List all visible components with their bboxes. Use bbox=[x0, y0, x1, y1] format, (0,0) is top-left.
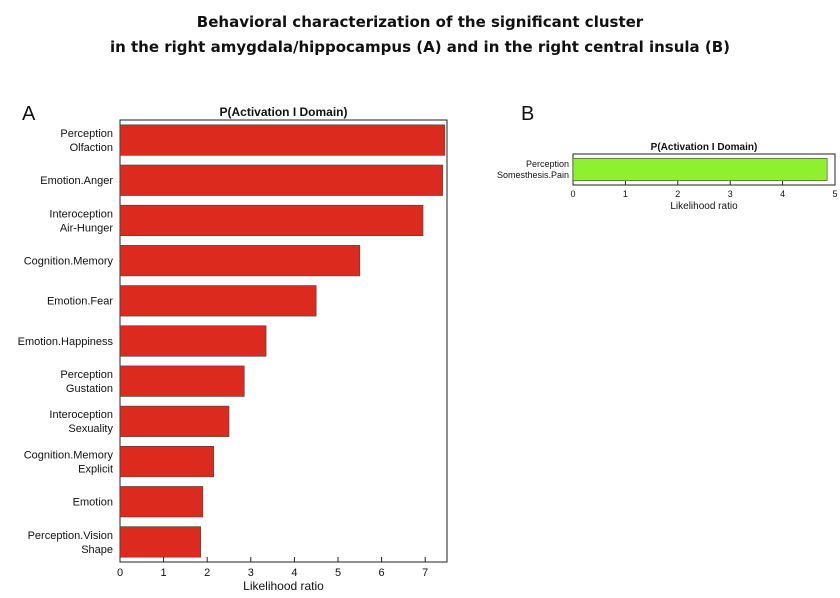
chart-b-xtick-label-5: 5 bbox=[832, 189, 837, 199]
chart-b-xlabel: Likelihood ratio bbox=[670, 201, 738, 212]
chart-b-bar-1 bbox=[572, 158, 828, 181]
figure-title: Behavioral characterization of the signi… bbox=[0, 10, 840, 60]
chart-a-category-label-4: Cognition.Memory bbox=[24, 255, 114, 267]
chart-a-xtick-label-0: 0 bbox=[117, 567, 123, 579]
chart-a-category-label-5: Emotion.Fear bbox=[47, 296, 113, 308]
panel-label-b: B bbox=[521, 103, 535, 125]
chart-b-category-label-1: Perception Somesthesis.Pain bbox=[497, 159, 569, 180]
chart-a-xtick-label-6: 6 bbox=[379, 567, 385, 579]
panel-label-a: A bbox=[22, 103, 36, 125]
chart-a-category-label-3: Interoception Air-Hunger bbox=[49, 208, 113, 234]
chart-a-category-label-1: Perception Olfaction bbox=[60, 128, 113, 154]
chart-a-bar-8 bbox=[119, 405, 230, 437]
chart-a-xtick-label-2: 2 bbox=[204, 567, 210, 579]
chart-a-bar-6 bbox=[119, 325, 267, 357]
chart-a-bar-5 bbox=[119, 285, 317, 317]
chart-a-xtick-label-5: 5 bbox=[335, 567, 341, 579]
figure-title-line-2: in the right amygdala/hippocampus (A) an… bbox=[109, 38, 731, 56]
chart-b-xtick-label-0: 0 bbox=[570, 189, 575, 199]
chart-a-bar-2 bbox=[119, 164, 443, 196]
chart-a-bar-9 bbox=[119, 445, 215, 478]
figure-title-line-1: Behavioral characterization of the signi… bbox=[196, 13, 644, 31]
chart-a-category-label-11: Perception.Vision Shape bbox=[28, 530, 113, 556]
chart-a-category-label-10: Emotion bbox=[73, 497, 113, 509]
chart-a-xtick-label-4: 4 bbox=[291, 567, 297, 579]
chart-a-bar-1 bbox=[119, 124, 446, 156]
chart-a-category-label-2: Emotion.Anger bbox=[40, 175, 113, 187]
chart-b-chart-title: P(Activation I Domain) bbox=[651, 142, 758, 153]
chart-b-xtick-label-3: 3 bbox=[728, 189, 733, 199]
chart-b-xtick-label-1: 1 bbox=[623, 189, 628, 199]
chart-a-category-label-6: Emotion.Happiness bbox=[18, 336, 114, 348]
chart-a-bar-7 bbox=[119, 365, 245, 397]
chart-a-xlabel: Likelihood ratio bbox=[243, 579, 324, 593]
chart-a-bar-3 bbox=[119, 204, 424, 237]
chart-a-category-label-7: Perception Gustation bbox=[60, 369, 113, 395]
chart-a-xtick-label-1: 1 bbox=[161, 567, 167, 579]
chart-a-category-label-8: Interoception Sexuality bbox=[49, 409, 113, 435]
chart-a-chart-title: P(Activation I Domain) bbox=[219, 105, 347, 119]
chart-b-xtick-label-2: 2 bbox=[675, 189, 680, 199]
chart-a-category-label-9: Cognition.Memory Explicit bbox=[24, 449, 114, 475]
chart-a-bar-11 bbox=[119, 526, 201, 558]
chart-a-xtick-label-7: 7 bbox=[422, 567, 428, 579]
chart-b-xtick-label-4: 4 bbox=[780, 189, 785, 199]
chart-a-bar-10 bbox=[119, 486, 204, 518]
chart-a-xtick-label-3: 3 bbox=[248, 567, 254, 579]
chart-a-bar-4 bbox=[119, 245, 361, 277]
